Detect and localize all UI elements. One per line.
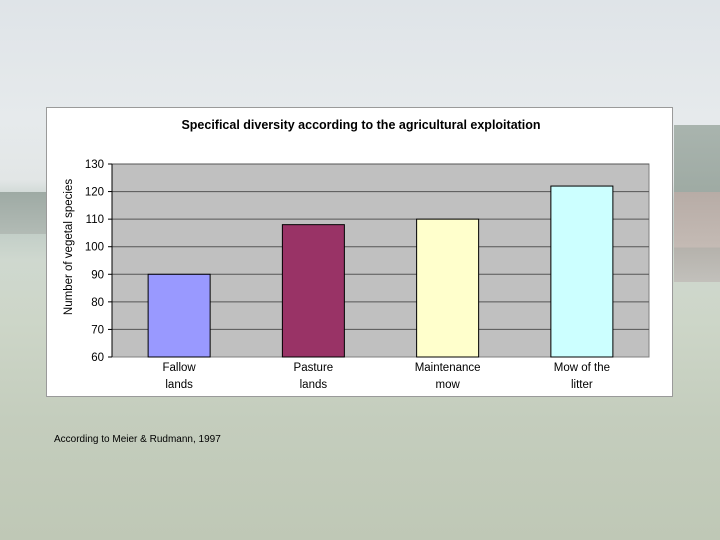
- bar-1: [147, 273, 211, 358]
- chart-container: Specifical diversity according to the ag…: [46, 107, 673, 397]
- bar-3: [416, 218, 480, 358]
- background-treeline-left: [0, 192, 48, 234]
- bar-4: [550, 185, 614, 358]
- x-tick-label: Maintenance: [415, 362, 481, 374]
- source-note: According to Meier & Rudmann, 1997: [54, 434, 221, 445]
- y-tick-label: 110: [86, 214, 104, 226]
- y-tick-label: 120: [85, 187, 104, 199]
- x-tick-label: lands: [300, 379, 328, 391]
- y-axis-label: Number of vegetal species: [63, 179, 75, 315]
- x-tick-label: lands: [165, 379, 193, 391]
- background-treeline-right: [674, 125, 720, 195]
- plot-area: 60 70 80 90 100 110 120 130 Fallow lands Pasture la…: [85, 159, 650, 391]
- bar-2: [281, 224, 345, 358]
- y-tick-label: 100: [85, 242, 104, 254]
- y-tick-label: 60: [91, 352, 104, 364]
- y-tick-label: 70: [91, 324, 104, 336]
- y-tick-label: 130: [85, 159, 104, 171]
- x-tick-label: litter: [571, 379, 593, 391]
- x-tick-label: Mow of the: [554, 362, 610, 374]
- bar-chart: Specifical diversity according to the ag…: [63, 118, 650, 391]
- x-tick-label: Fallow: [163, 362, 197, 374]
- y-tick-label: 90: [91, 269, 104, 281]
- y-tick-label: 80: [91, 297, 104, 309]
- background-barn: [674, 192, 720, 282]
- chart-title: Specifical diversity according to the ag…: [181, 118, 540, 132]
- x-tick-label: mow: [435, 379, 460, 391]
- x-tick-label: Pasture: [294, 362, 334, 374]
